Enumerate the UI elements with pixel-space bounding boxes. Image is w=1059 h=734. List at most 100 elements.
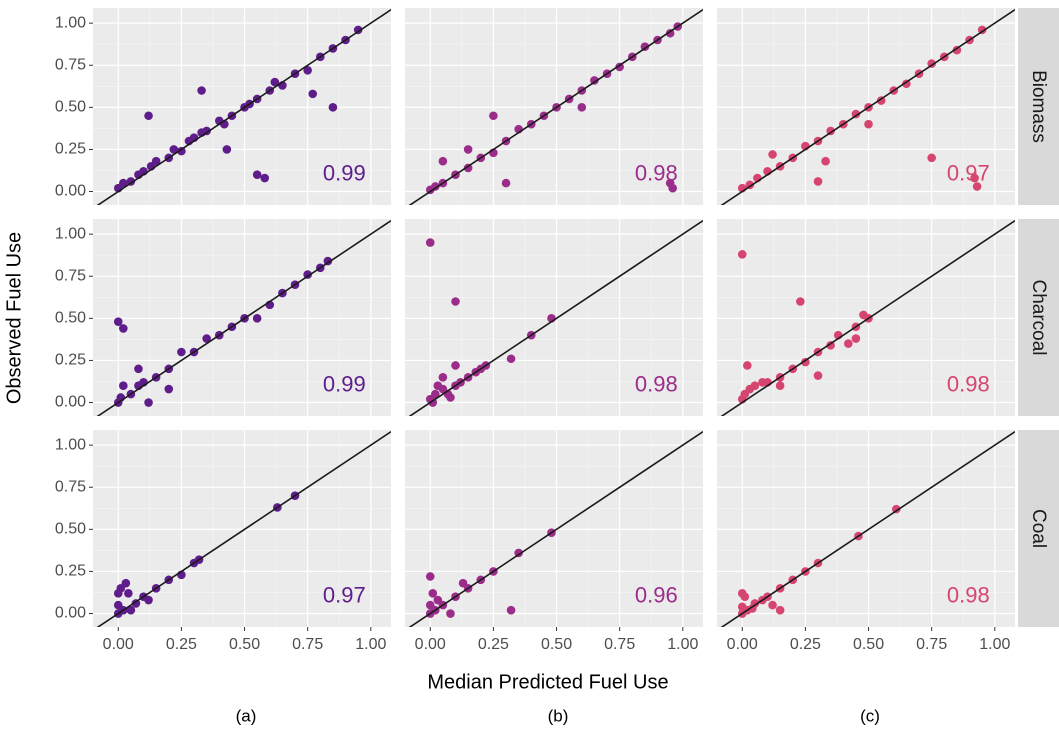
point [431,182,440,191]
y-tick-label: 0.75 [55,56,86,73]
x-axis-title: Median Predicted Fuel Use [427,671,668,693]
x-tick-label: 1.00 [667,636,698,653]
annotation: 0.96 [635,583,678,608]
point [590,76,599,85]
x-tick-label: 0.25 [166,636,197,653]
point [514,548,523,558]
point [446,393,455,402]
identity-line [408,220,703,416]
point [308,89,318,99]
point [844,339,853,348]
y-tick-label: 0.75 [55,267,86,284]
point [826,340,835,350]
x-tick-label: 1.00 [979,636,1010,653]
point [458,578,468,588]
point [134,364,143,374]
identity-line [96,431,391,627]
point [425,572,435,581]
x-tick-label: 0.50 [853,636,884,653]
point [119,381,128,390]
x-tick-label: 1.00 [355,636,386,653]
point [323,256,333,266]
y-tick-label: 0.75 [55,478,86,495]
point [431,389,440,399]
y-tick-label: 0.50 [55,99,86,116]
point [353,25,363,35]
x-tick-label: 0.50 [229,636,260,653]
identity-line [720,220,1015,416]
point [902,79,911,89]
point [113,317,123,327]
annotation: 0.97 [323,583,366,608]
point [438,372,448,382]
y-tick-label: 0.50 [55,310,86,327]
point [768,150,777,159]
annotation: 0.99 [323,372,366,397]
point [197,86,206,95]
point [737,589,747,598]
point [144,398,153,407]
point [892,504,901,514]
x-tick-label: 0.50 [541,636,572,653]
strip [1018,219,1059,416]
point [826,126,835,136]
x-tick-label: 0.25 [478,636,509,653]
point [177,146,186,156]
point [119,324,128,333]
point [428,589,438,598]
identity-line [408,9,703,205]
point [113,589,123,598]
annotation: 0.99 [323,161,366,186]
point [737,250,747,259]
point [463,163,473,173]
point [303,65,312,75]
y-tick-label: 0.25 [55,352,86,369]
y-tick-label: 0.25 [55,141,86,158]
point [119,178,128,188]
y-tick-label: 0.00 [55,605,86,622]
point [126,177,136,186]
point [577,103,587,112]
y-axis-title: Observed Fuel Use [3,232,25,404]
point [463,145,473,154]
x-tick-label: 0.75 [292,636,323,653]
y-tick-label: 0.00 [55,394,86,411]
point [177,347,186,357]
point [665,28,675,38]
point [260,173,270,183]
point [743,361,752,370]
point [446,609,455,618]
point [252,314,262,323]
identity-line [720,431,1015,627]
point [615,62,624,72]
point [164,384,174,394]
strip-label: Charcoal [1028,279,1049,355]
x-tick-label: 0.00 [415,636,446,653]
point [668,183,677,193]
column-label: (a) [236,706,257,725]
point [451,361,460,370]
point [303,270,312,279]
strip-label: Coal [1028,509,1049,548]
y-tick-label: 1.00 [55,436,86,453]
x-tick-label: 0.25 [790,636,821,653]
annotation: 0.97 [947,161,990,186]
point [775,605,785,615]
panel [96,220,391,416]
identity-line [408,431,703,627]
point [813,177,823,186]
point [952,45,962,55]
y-tick-label: 0.00 [55,183,86,200]
point [813,371,823,380]
annotation: 0.98 [947,583,990,608]
point [126,605,136,615]
annotation: 0.98 [635,372,678,397]
point [489,111,498,121]
point [927,153,936,163]
point [801,357,810,367]
point [169,145,179,154]
point [501,178,511,188]
point [851,334,861,343]
x-tick-label: 0.75 [916,636,947,653]
point [927,59,936,68]
